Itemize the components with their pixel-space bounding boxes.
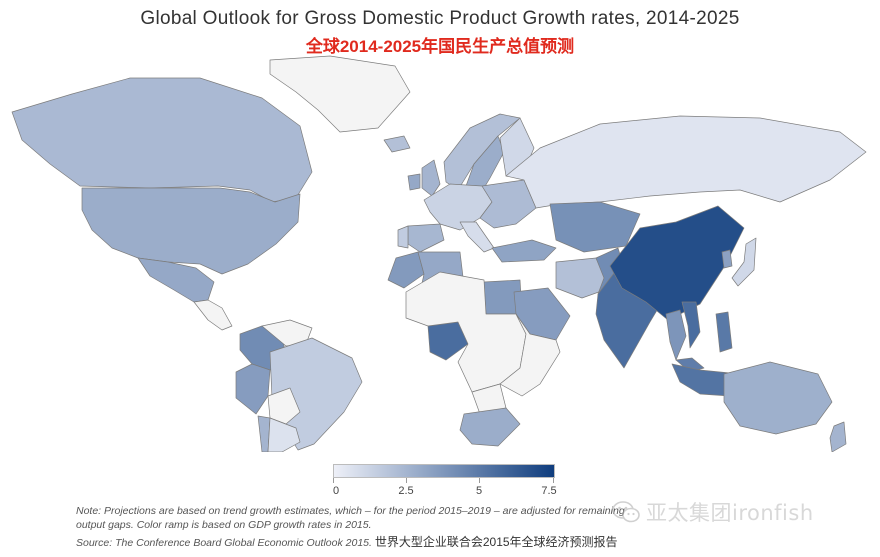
- legend-tick: [406, 478, 407, 483]
- region-south-korea: [721, 249, 733, 269]
- region-venezuela: [261, 319, 313, 347]
- world-choropleth-map: [11, 55, 867, 452]
- region-united-states: [81, 187, 301, 275]
- region-south-africa: [459, 407, 521, 447]
- legend-tick: [553, 478, 554, 483]
- region-thailand: [665, 309, 687, 361]
- legend-tick-label: 0: [332, 485, 340, 497]
- region-spain: [407, 223, 445, 253]
- region-ireland: [407, 173, 421, 191]
- region-japan: [731, 237, 757, 287]
- legend-gradient-bar: [333, 464, 555, 478]
- region-new-zealand: [829, 421, 847, 452]
- legend-tick-label: 7.5: [541, 485, 557, 497]
- watermark-text: 亚太集团ironfish: [646, 501, 814, 525]
- source-text: Source: The Conference Board Global Econ…: [76, 537, 372, 549]
- region-italy: [459, 221, 495, 253]
- region-east-africa: [499, 313, 561, 397]
- map-title: Global Outlook for Gross Domestic Produc…: [140, 8, 740, 29]
- region-peru: [235, 363, 271, 415]
- region-bolivia: [267, 387, 301, 425]
- map-subtitle-chinese: 全球2014-2025年国民生产总值预测: [305, 37, 575, 56]
- legend-tick: [333, 478, 334, 483]
- region-argentina: [267, 417, 301, 452]
- region-morocco: [387, 251, 425, 289]
- region-chile: [257, 415, 271, 452]
- region-philippines: [715, 311, 733, 353]
- region-kazakhstan: [549, 201, 641, 253]
- region-turkey: [491, 239, 557, 263]
- region-russia: [505, 115, 867, 209]
- region-portugal: [397, 225, 409, 249]
- legend-tick: [479, 478, 480, 483]
- wechat-logo-icon: [612, 501, 640, 523]
- region-iceland: [383, 135, 411, 153]
- region-australia: [723, 361, 833, 435]
- watermark: 亚太集团ironfish: [612, 496, 814, 528]
- footnote-note: Note: Projections are based on trend gro…: [76, 505, 625, 531]
- region-canada: [11, 77, 313, 203]
- source-line: Source: The Conference Board Global Econ…: [76, 533, 618, 550]
- region-iran: [555, 257, 611, 299]
- region-central-america: [193, 299, 233, 331]
- legend-tick-label: 2.5: [398, 485, 414, 497]
- region-china: [609, 205, 745, 321]
- color-legend: 0 2.5 5 7.5: [333, 464, 557, 504]
- region-united-kingdom: [421, 159, 441, 197]
- legend-tick-label: 5: [475, 485, 483, 497]
- region-greenland: [269, 55, 411, 133]
- source-text-chinese: 世界大型企业联合会2015年全球经济预测报告: [374, 535, 618, 549]
- region-vietnam: [681, 301, 701, 349]
